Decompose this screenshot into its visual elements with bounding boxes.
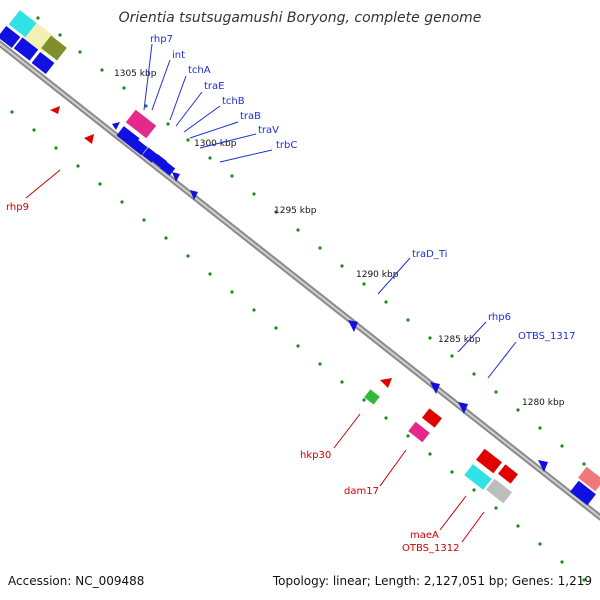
gene-label: trbC: [276, 140, 297, 151]
rhp7-feature: [125, 109, 157, 139]
gene-label: int: [172, 50, 185, 61]
reverse-leaders: [25, 169, 485, 543]
tick-labels: 1305 kbp 1300 kbp 1295 kbp 1290 kbp 1285…: [114, 69, 565, 408]
forward-gene-arrows[interactable]: [112, 109, 600, 506]
feature-cluster-topleft[interactable]: [0, 10, 67, 75]
map-title: Orientia tsutsugamushi Boryong, complete…: [118, 10, 482, 26]
tick-label: 1290 kbp: [356, 270, 399, 280]
genome-summary: Topology: linear; Length: 2,127,051 bp; …: [272, 574, 592, 588]
forward-gene-labels: rhp7 int tchA traE tchB traB traV trbC t…: [150, 34, 575, 342]
gene-label: traB: [240, 111, 261, 122]
tick-label: 1295 kbp: [274, 206, 317, 216]
gene-label: maeA: [410, 530, 439, 541]
gene-label: OTBS_1317: [518, 331, 575, 342]
gene-label: rhp7: [150, 34, 173, 45]
gene-label: rhp6: [488, 312, 511, 323]
accession-label: Accession: NC_009488: [8, 574, 145, 588]
gene-label: OTBS_1312: [402, 543, 459, 554]
gene-label: traV: [258, 125, 279, 136]
reverse-gene-labels: rhp9 hkp30 dam17 maeA OTBS_1312: [6, 202, 459, 554]
tick-label: 1285 kbp: [438, 335, 481, 345]
forward-leaders: [143, 43, 517, 379]
gene-label: traD_Ti: [412, 249, 447, 260]
reverse-gene-arrows[interactable]: [50, 106, 518, 504]
gene-label: dam17: [344, 486, 379, 497]
tick-label: 1280 kbp: [522, 398, 565, 408]
gene-label: tchB: [222, 96, 245, 107]
gene-label: hkp30: [300, 450, 331, 461]
gene-label: tchA: [188, 65, 211, 76]
gene-label: traE: [204, 81, 224, 92]
tick-label: 1305 kbp: [114, 69, 157, 79]
gene-label: rhp9: [6, 202, 29, 213]
gc-dots: [10, 16, 586, 582]
